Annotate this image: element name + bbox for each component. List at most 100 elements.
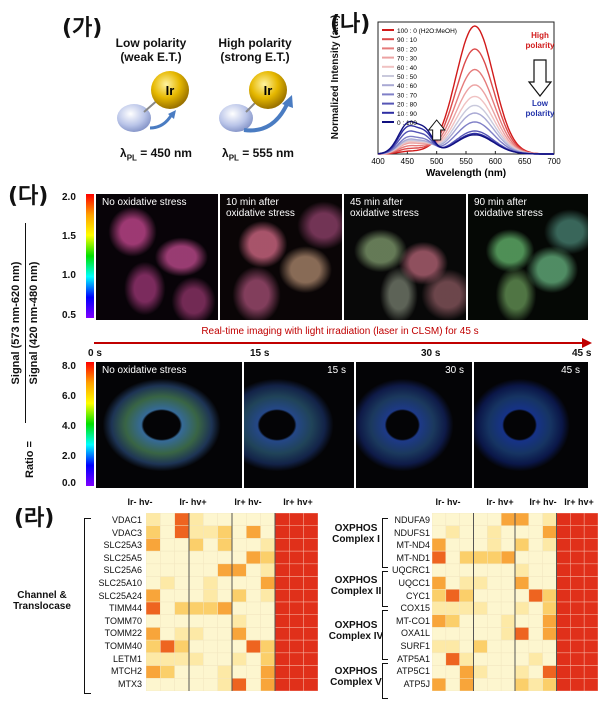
gene-label: SURF1 <box>400 640 430 651</box>
heat-cell <box>188 639 204 654</box>
heat-cell <box>542 513 557 526</box>
heat-cell <box>231 576 247 590</box>
heat-cell <box>556 525 571 539</box>
heat-cell <box>542 665 557 679</box>
heat-cell <box>217 525 233 539</box>
heat-cell <box>303 614 318 628</box>
heat-cell <box>487 639 502 654</box>
micro-bottom-label-1: No oxidative stress <box>102 365 187 376</box>
heat-cell <box>246 513 261 526</box>
heat-cell <box>556 665 571 679</box>
heat-cell <box>500 601 516 615</box>
heat-cell <box>203 601 218 615</box>
right-group-label-2: OXPHOS Complex IV <box>328 620 384 642</box>
heat-cell <box>528 678 543 691</box>
heat-cell <box>528 550 543 565</box>
heat-cell <box>514 589 530 603</box>
heat-cell <box>445 576 460 590</box>
micro-bottom-label-3: 30 s <box>445 365 464 376</box>
right-col-head-2: Ir+ hv- <box>529 497 557 507</box>
heat-cell <box>570 538 585 552</box>
heat-cell <box>231 563 247 577</box>
left-bracket <box>84 518 91 694</box>
heat-cell <box>246 563 261 577</box>
x-tick-label: 550 <box>459 157 473 166</box>
micrograph-bottom-1: No oxidative stress <box>96 362 242 488</box>
heat-cell <box>160 652 175 666</box>
gene-label: MTCH2 <box>111 666 142 677</box>
micro-top-label-3: 45 min after oxidative stress <box>350 197 419 219</box>
gene-label: SLC25A10 <box>98 577 142 588</box>
heat-cell <box>217 665 233 679</box>
heat-cell <box>160 627 175 641</box>
heat-cell <box>274 627 290 641</box>
heat-cell <box>487 652 502 666</box>
heat-cell <box>528 563 543 577</box>
heat-cell <box>174 601 190 615</box>
heat-cell <box>203 639 218 654</box>
heat-cell <box>514 513 530 526</box>
heat-cell <box>274 665 290 679</box>
heat-cell <box>174 652 190 666</box>
heat-cell <box>260 550 276 565</box>
heat-cell <box>445 589 460 603</box>
heat-cell <box>570 576 585 590</box>
heat-cell <box>487 589 502 603</box>
heat-cell <box>260 665 276 679</box>
heat-cell <box>188 601 204 615</box>
left-col-head-3: Ir+ hv+ <box>283 497 313 507</box>
heat-cell <box>289 639 304 654</box>
heat-cell <box>514 627 530 641</box>
right-col-head-1: Ir- hv+ <box>486 497 514 507</box>
heat-cell <box>203 678 218 691</box>
heat-cell <box>188 614 204 628</box>
ratio-numerator: Signal (573 nm-620 nm) <box>10 261 22 385</box>
ligand-sphere <box>117 104 151 132</box>
heat-cell <box>160 576 175 590</box>
top-scale-3: 0.5 <box>62 310 76 321</box>
heat-cell <box>570 513 585 526</box>
x-tick-label: 700 <box>547 157 561 166</box>
heat-cell <box>583 538 598 552</box>
heat-cell <box>556 563 571 577</box>
heat-cell <box>303 563 318 577</box>
heat-cell <box>432 627 447 641</box>
heat-cell <box>289 678 304 691</box>
gene-label: SLC25A5 <box>103 552 142 563</box>
spectrum-series-10 <box>377 120 554 155</box>
heat-cell <box>473 563 488 577</box>
heat-cell <box>260 589 276 603</box>
bottom-scale-1: 6.0 <box>62 391 76 402</box>
heat-cell <box>217 652 233 666</box>
heat-cell <box>260 563 276 577</box>
heat-cell <box>487 525 502 539</box>
heat-cell <box>459 576 474 590</box>
heat-cell <box>487 576 502 590</box>
heat-cell <box>583 576 598 590</box>
heat-cell <box>556 627 571 641</box>
heat-cell <box>303 589 318 603</box>
heat-cell <box>528 538 543 552</box>
heat-cell <box>500 665 516 679</box>
heat-cell <box>514 665 530 679</box>
heat-cell <box>188 652 204 666</box>
low-polarity-title: Low polarity <box>115 36 187 50</box>
gene-label: SLC25A24 <box>98 590 142 601</box>
heat-cell <box>174 614 190 628</box>
x-tick-label: 450 <box>401 157 415 166</box>
heat-cell <box>583 550 598 565</box>
micrograph-bottom-2: 15 s <box>244 362 354 488</box>
micro-top-label-2: 10 min after oxidative stress <box>226 197 295 219</box>
heat-cell <box>188 563 204 577</box>
spectrum-chart: 400 450 500 550 600 650 700 Wavelength (nm) 100 … <box>371 21 561 179</box>
micrograph-top-1: No oxidative stress <box>96 194 218 320</box>
x-tick-label: 500 <box>430 157 444 166</box>
top-scale-1: 1.5 <box>62 231 76 242</box>
high-polarity-caption: High polarity (strong E.T.) <box>208 36 302 64</box>
micro-bottom-label-4: 45 s <box>561 365 580 376</box>
heat-cell <box>528 576 543 590</box>
heat-cell <box>174 639 190 654</box>
heat-cell <box>160 601 175 615</box>
heat-cell <box>160 525 175 539</box>
heat-cell <box>583 678 598 691</box>
